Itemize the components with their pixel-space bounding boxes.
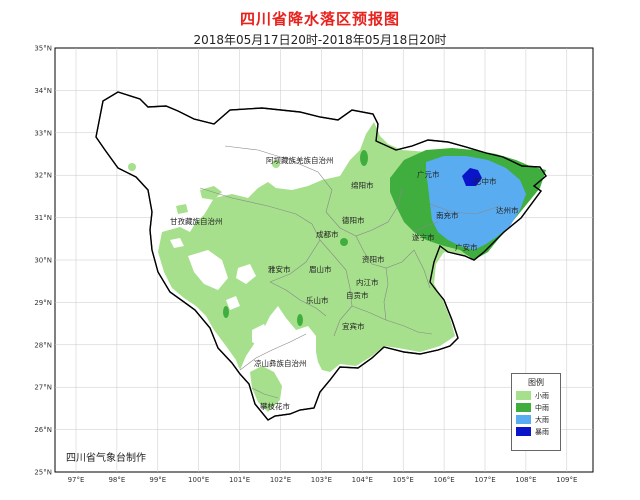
lat-tick-label: 28°N: [34, 341, 52, 349]
label-leshan: 乐山市: [306, 295, 329, 305]
lon-tick-label: 109°E: [556, 476, 577, 484]
label-yaan: 雅安市: [268, 264, 291, 274]
label-guangan: 广安市: [455, 242, 478, 252]
rainstorm-area: [462, 168, 482, 186]
producer-credit: 四川省气象台制作: [66, 453, 146, 464]
map-legend: 图例 小雨 中雨 大雨 暴雨: [511, 373, 561, 451]
map-subtitle: 2018年05月17日20时-2018年05月18日20时: [193, 33, 447, 47]
label-ganzi: 甘孜藏族自治州: [170, 216, 223, 226]
legend-item-moderate-rain: 中雨: [516, 403, 560, 412]
label-meishan: 眉山市: [309, 264, 332, 274]
label-neijiang: 内江市: [356, 277, 379, 287]
legend-label-moderate-rain: 中雨: [535, 403, 549, 412]
lon-tick-label: 102°E: [270, 476, 291, 484]
label-bazhong: 巴中市: [474, 176, 497, 186]
lat-tick-label: 27°N: [34, 384, 52, 392]
heavy-rain-area: [426, 156, 526, 250]
legend-swatch-heavy-rain: [516, 415, 531, 424]
legend-swatch-rainstorm: [516, 427, 531, 436]
lon-tick-label: 104°E: [352, 476, 373, 484]
no-rain-patches: [170, 238, 270, 348]
lat-tick-label: 33°N: [34, 129, 52, 137]
lon-tick-label: 103°E: [311, 476, 332, 484]
label-suining: 遂宁市: [412, 232, 435, 242]
label-deyang: 德阳市: [342, 215, 365, 225]
lon-tick-label: 106°E: [433, 476, 454, 484]
lon-tick-label: 108°E: [515, 476, 536, 484]
lon-tick-label: 97°E: [68, 476, 85, 484]
sichuan-outline: [95, 91, 547, 421]
label-yibin: 宜宾市: [342, 321, 365, 331]
label-nanchong: 南充市: [436, 210, 459, 220]
legend-swatch-light-rain: [516, 391, 531, 400]
legend-title: 图例: [528, 378, 544, 387]
lon-tick-label: 101°E: [229, 476, 250, 484]
legend-item-heavy-rain: 大雨: [516, 415, 560, 424]
lon-tick-label: 99°E: [149, 476, 166, 484]
lat-tick-label: 34°N: [34, 87, 52, 95]
lat-tick-label: 31°N: [34, 214, 52, 222]
lat-tick-label: 32°N: [34, 172, 52, 180]
label-mianyang: 绵阳市: [351, 180, 374, 190]
label-chengdu: 成都市: [316, 229, 339, 239]
legend-item-rainstorm: 暴雨: [516, 427, 560, 436]
legend-label-light-rain: 小雨: [535, 391, 549, 400]
prefecture-boundaries: [199, 145, 501, 399]
lat-tick-label: 35°N: [34, 45, 52, 53]
legend-swatch-moderate-rain: [516, 403, 531, 412]
lat-tick-label: 25°N: [34, 469, 52, 477]
map-title: 四川省降水落区预报图: [239, 10, 400, 28]
label-ziyang: 资阳市: [362, 254, 385, 264]
lat-tick-label: 30°N: [34, 257, 52, 265]
lat-tick-label: 26°N: [34, 426, 52, 434]
label-guangyuan: 广元市: [417, 169, 440, 179]
label-dazhou: 达州市: [496, 205, 519, 215]
lon-tick-label: 107°E: [474, 476, 495, 484]
label-liangshan: 凉山彝族自治州: [254, 358, 307, 368]
lat-tick-label: 29°N: [34, 299, 52, 307]
lon-tick-label: 105°E: [393, 476, 414, 484]
place-labels: 阿坝藏族羌族自治州 甘孜藏族自治州 凉山彝族自治州 广元市 巴中市 绵阳市 德阳…: [170, 155, 519, 411]
label-panzhihua: 攀枝花市: [260, 401, 290, 411]
legend-label-heavy-rain: 大雨: [535, 415, 549, 424]
lon-tick-label: 100°E: [188, 476, 209, 484]
legend-label-rainstorm: 暴雨: [535, 427, 549, 436]
legend-item-light-rain: 小雨: [516, 391, 560, 400]
label-zigong: 自贡市: [346, 290, 369, 300]
label-aba: 阿坝藏族羌族自治州: [266, 155, 334, 165]
lon-tick-label: 98°E: [108, 476, 125, 484]
